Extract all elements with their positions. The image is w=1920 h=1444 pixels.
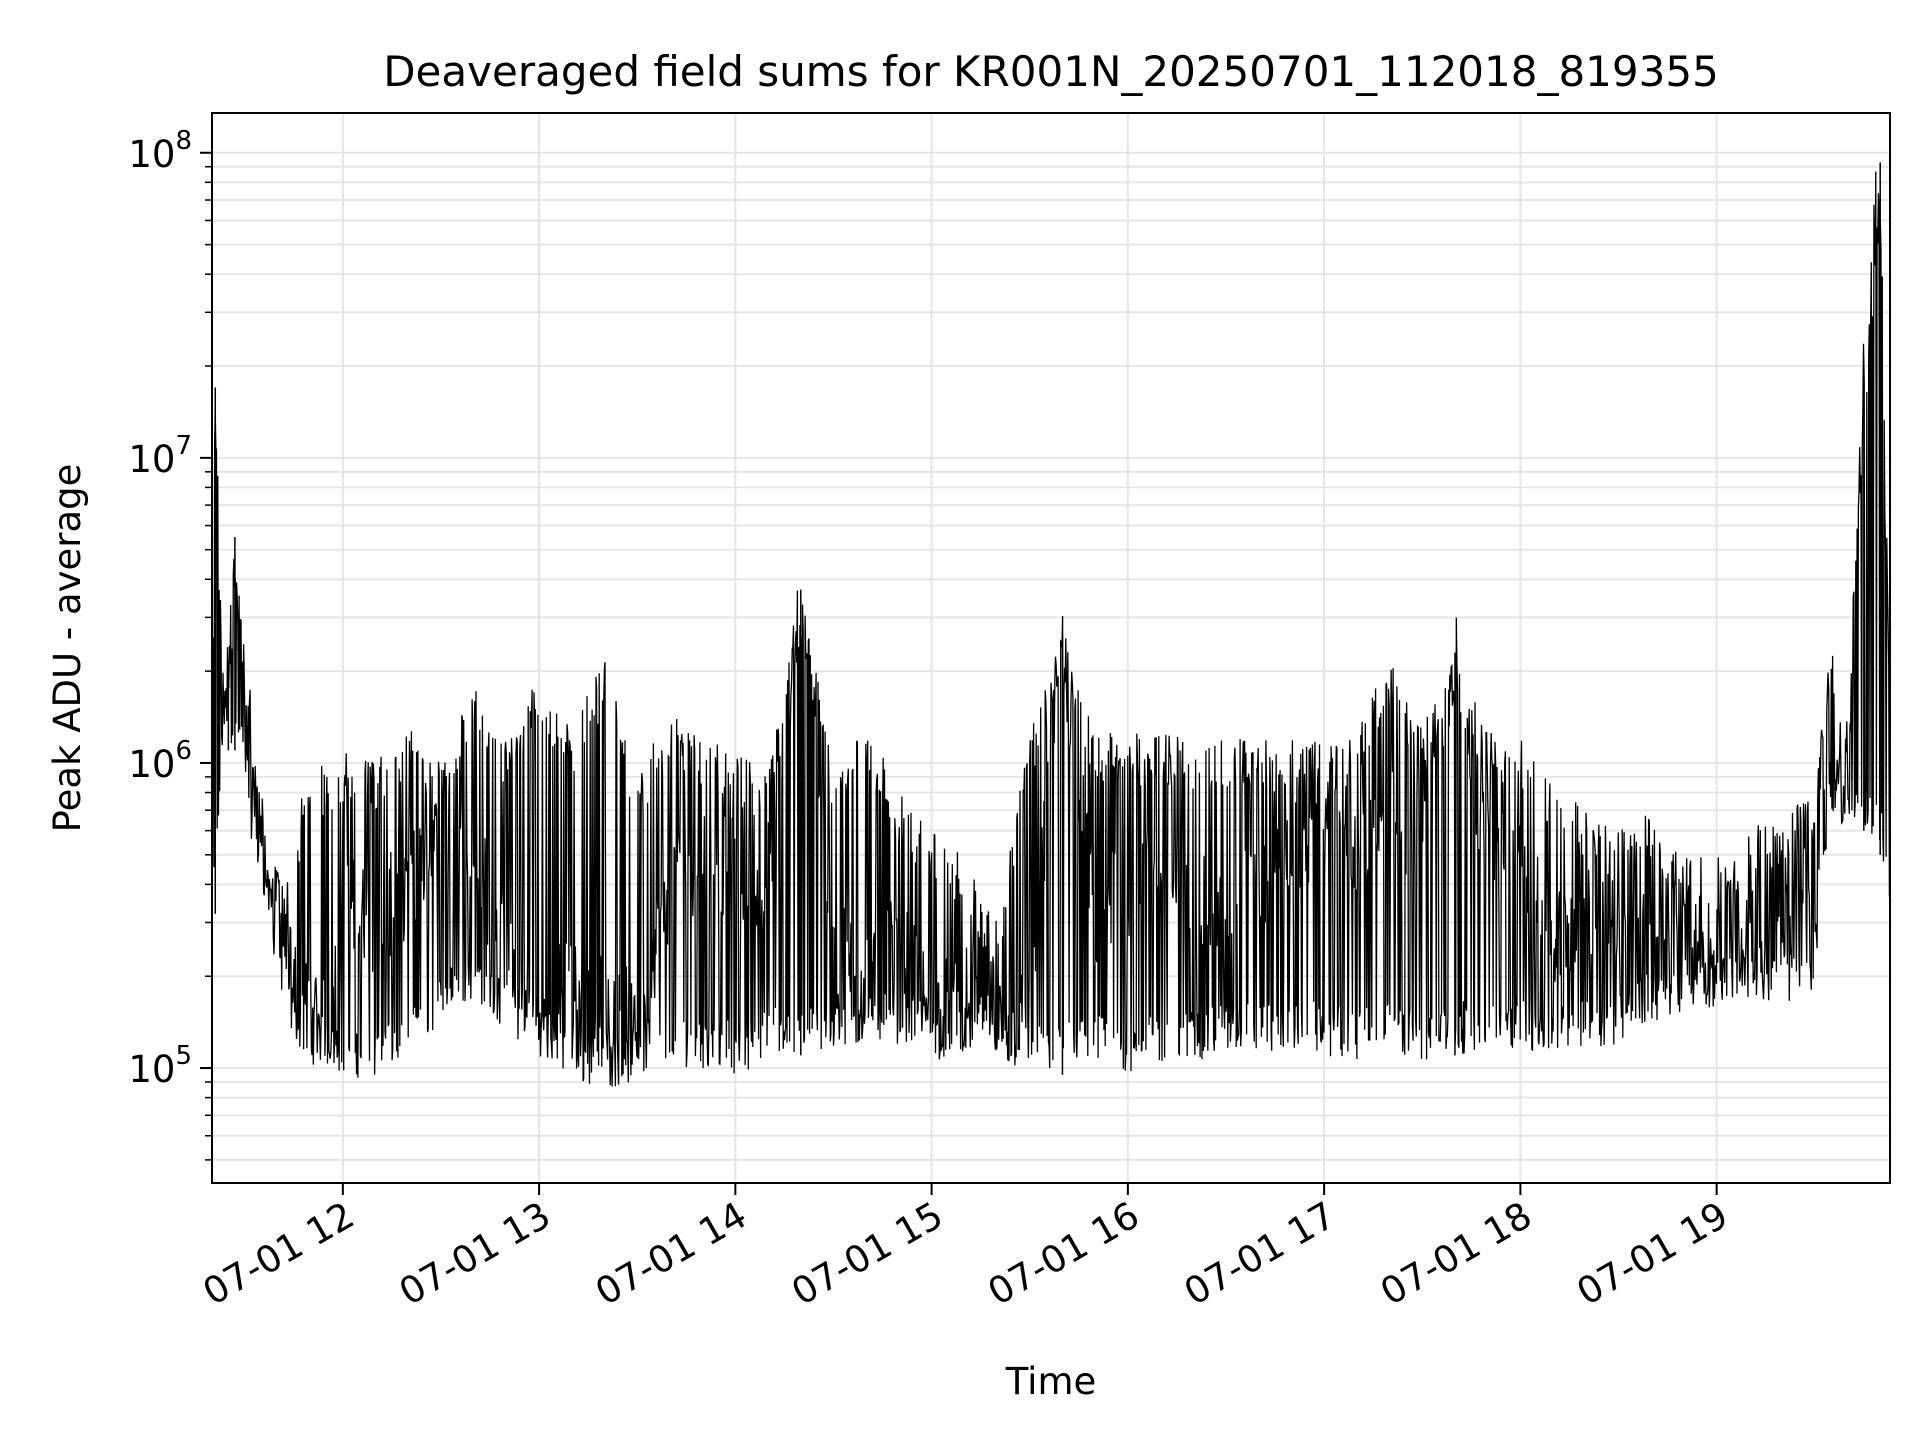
y-tick-label: 105 [128, 1041, 192, 1091]
x-axis-label: Time [1005, 1360, 1097, 1403]
y-axis-label: Peak ADU - average [46, 464, 89, 833]
y-tick-label: 107 [128, 431, 192, 481]
series-line [211, 171, 1891, 1087]
series-layer [211, 162, 1891, 1087]
plot-frame [211, 112, 1891, 1184]
y-tick-label: 108 [128, 126, 192, 176]
y-tick-label: 106 [128, 736, 192, 786]
chart-title: Deaveraged field sums for KR001N_2025070… [383, 47, 1719, 96]
y-axis-ticks: 105 106 107 108 [128, 126, 212, 1161]
